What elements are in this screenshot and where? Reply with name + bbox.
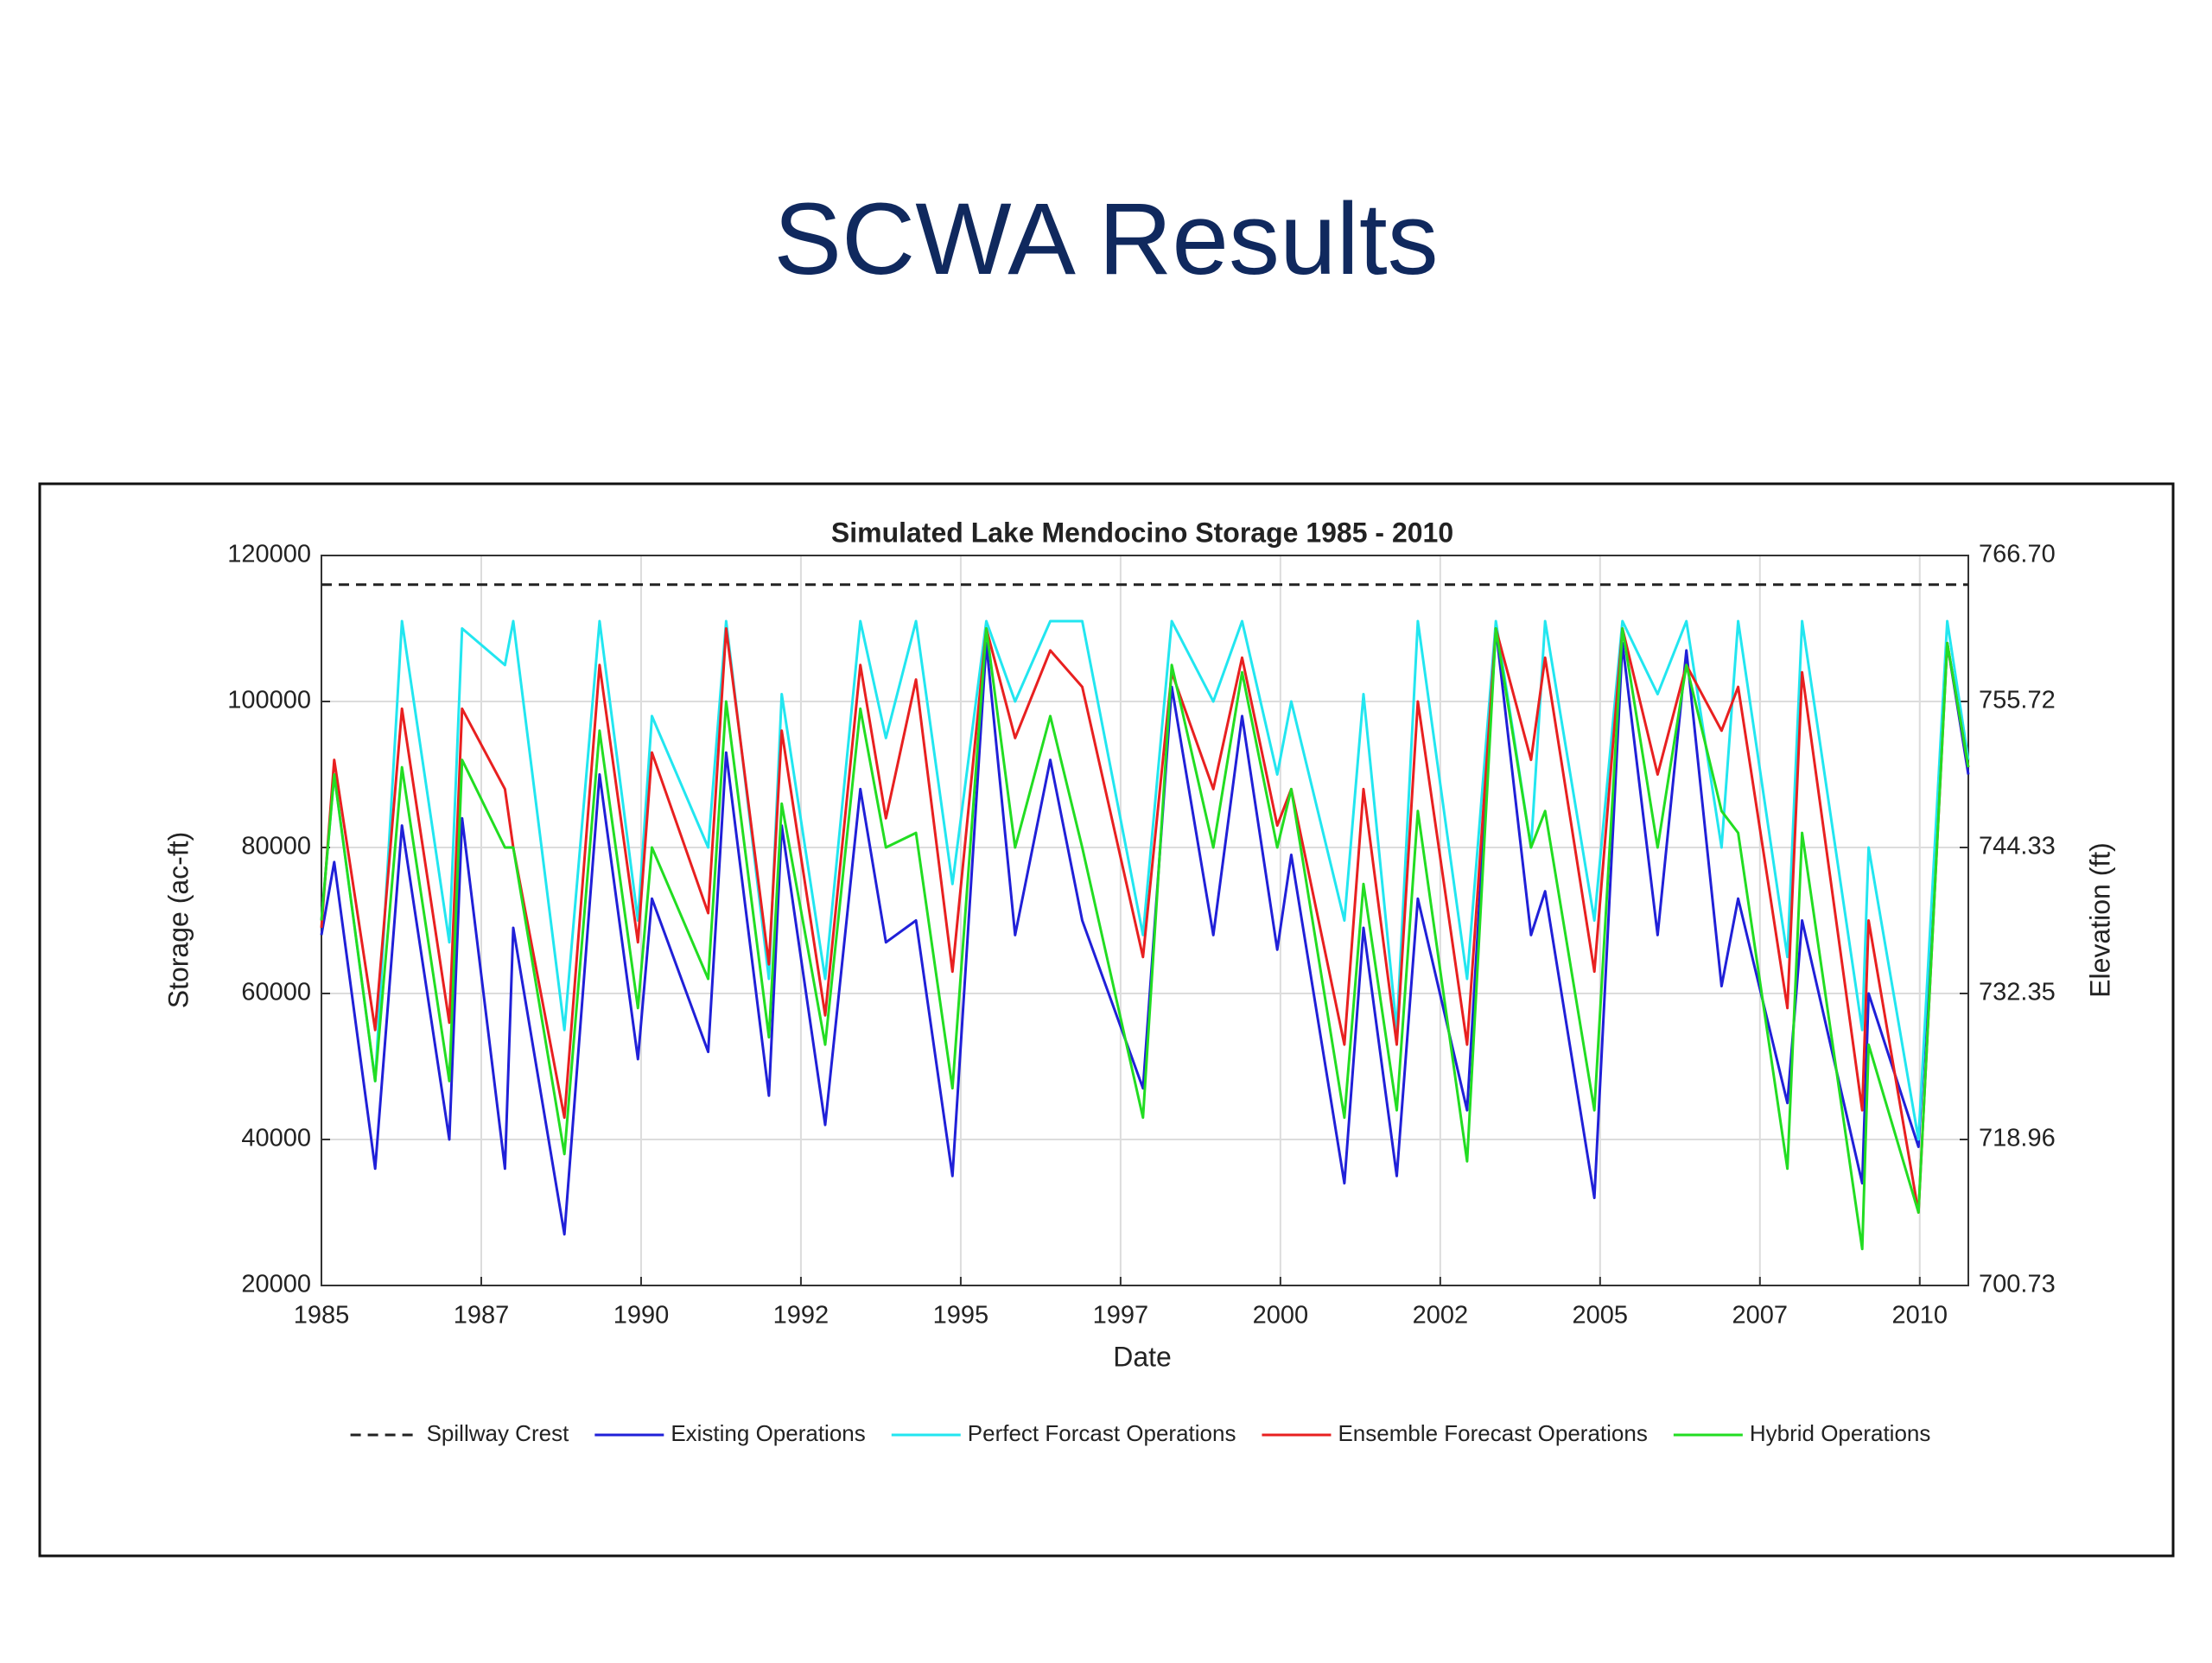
x-tick-label: 2010 [1892,1302,1948,1330]
chart-frame [38,482,2175,1558]
legend-label: Ensemble Forecast Operations [1338,1420,1647,1446]
series-line [320,627,1970,1214]
legend-label: Spillway Crest [427,1420,569,1446]
x-tick-label: 1987 [454,1302,510,1330]
y-tick-label: 60000 [241,979,311,1006]
y2-tick-label: 766.70 [1979,541,2056,568]
legend-label: Hybrid Operations [1750,1420,1931,1446]
x-tick-label: 2007 [1732,1302,1789,1330]
x-tick-label: 1985 [294,1302,350,1330]
series-line [320,627,1970,1251]
y2-tick-label: 700.73 [1979,1271,2056,1298]
x-tick-label: 1992 [773,1302,830,1330]
y-axis-label: Storage (ac-ft) [162,832,194,1009]
y2-tick-label: 732.35 [1979,979,2056,1006]
x-axis-label: Date [1113,1341,1172,1372]
y2-tick-label: 718.96 [1979,1125,2056,1152]
y2-axis-label: Elevation (ft) [2084,842,2115,998]
y-tick-label: 80000 [241,833,311,860]
x-tick-label: 2000 [1253,1302,1309,1330]
y2-tick-label: 744.33 [1979,833,2056,860]
y-tick-label: 100000 [227,687,311,714]
y-tick-label: 20000 [241,1271,311,1298]
x-tick-label: 1997 [1093,1302,1149,1330]
y-tick-label: 120000 [227,541,311,568]
x-tick-label: 2002 [1413,1302,1469,1330]
legend-label: Perfect Forcast Operations [968,1420,1236,1446]
slide-title: SCWA Results [773,182,1438,296]
chart-title: Simulated Lake Mendocino Storage 1985 - … [831,517,1453,548]
x-tick-label: 1990 [613,1302,670,1330]
y-tick-label: 40000 [241,1125,311,1152]
y2-tick-label: 755.72 [1979,687,2056,714]
x-tick-label: 1995 [933,1302,989,1330]
legend-label: Existing Operations [671,1420,865,1446]
x-tick-label: 2005 [1573,1302,1629,1330]
